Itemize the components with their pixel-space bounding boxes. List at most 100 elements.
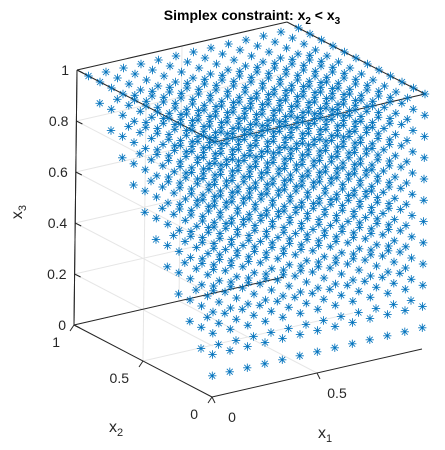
data-point [330,343,339,352]
data-point [378,273,387,282]
data-point [360,277,369,286]
data-point [378,251,387,261]
data-point [245,193,254,202]
data-point [383,267,393,277]
data-point [233,230,242,239]
data-point [280,185,289,194]
data-point [314,220,323,229]
data-point [252,93,261,103]
z-tick-label: 1 [61,62,69,78]
data-point [402,157,411,166]
data-point [326,200,335,209]
data-point [385,140,394,149]
data-point [228,155,237,164]
data-point [321,167,330,176]
data-point [153,107,162,117]
data-point [368,75,378,85]
data-point [152,150,162,159]
data-point [298,117,307,127]
data-point [204,228,213,237]
data-point [274,148,284,157]
data-point [349,233,358,242]
data-point [204,185,213,194]
data-point [250,204,260,214]
data-point [303,192,312,202]
data-point [310,97,319,107]
data-point [152,192,161,202]
data-point [148,65,157,75]
data-point [267,307,276,316]
data-point [205,95,215,105]
data-point [217,75,227,85]
data-point [314,241,323,250]
z-tick [76,120,83,125]
data-point [291,250,300,259]
data-point [304,107,313,117]
data-point [345,111,354,120]
data-point [235,45,245,55]
data-point [221,202,231,212]
data-point [296,309,305,318]
z-tick [73,324,81,329]
data-point [309,161,318,170]
data-point [186,210,196,220]
data-point [279,270,288,279]
data-point [285,218,294,227]
data-point [245,188,254,198]
data-point [204,164,214,173]
data-point [396,226,405,235]
data-point [169,231,178,240]
data-point [223,129,232,138]
data-point [309,204,318,213]
data-point [390,236,399,245]
data-point [366,250,375,259]
data-point [355,180,365,190]
data-point [339,73,349,83]
data-point [287,85,296,95]
axes [69,69,423,404]
data-point [374,65,384,75]
data-point [197,323,206,332]
data-point [285,239,294,248]
data-point [238,283,247,293]
data-point [222,181,231,190]
data-point [147,113,156,122]
data-point [384,246,393,255]
y-tick [207,396,213,404]
data-point [361,234,370,243]
data-point [379,124,389,133]
data-point [296,287,305,297]
z-tick [75,171,83,176]
data-point [297,202,306,212]
data-point [383,331,392,340]
data-point [130,69,140,79]
data-point [286,175,295,184]
data-point [348,275,358,285]
data-point [177,67,186,77]
data-point [240,135,249,144]
data-point [227,218,236,228]
y-tick [69,324,75,332]
data-point [136,59,146,69]
data-point [360,255,370,265]
data-point [361,192,370,201]
data-point [325,285,334,294]
data-point [396,184,405,193]
data-point [225,367,234,376]
data-point [240,87,250,97]
data-point [181,173,190,182]
data-point [135,149,144,158]
data-point [239,156,249,165]
data-point [238,241,248,250]
data-point [282,43,291,53]
data-point [106,126,116,135]
data-point [244,257,253,266]
data-point [180,237,190,246]
data-point [250,268,259,277]
data-point [206,43,216,53]
chart-title: Simplex constraint: x2 < x3 [164,7,341,27]
data-point [220,309,229,318]
data-point [171,51,181,61]
data-point [401,285,410,294]
